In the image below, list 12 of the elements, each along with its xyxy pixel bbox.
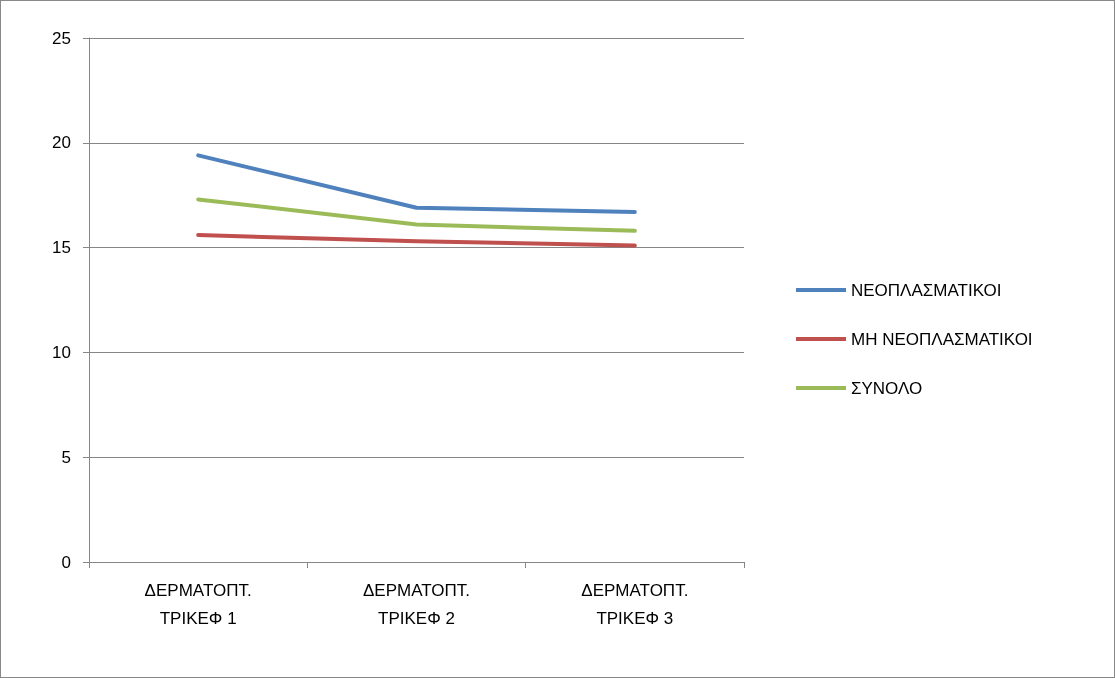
y-tick-label: 20 bbox=[52, 133, 71, 153]
x-tick-label: ΔΕΡΜΑΤΟΠΤ. ΤΡΙΚΕΦ 3 bbox=[581, 580, 689, 628]
legend-label: ΜΗ ΝΕΟΠΛΑΣΜΑΤΙΚΟΙ bbox=[851, 329, 1033, 349]
y-tick-label: 5 bbox=[61, 447, 71, 467]
y-tick-label: 0 bbox=[61, 552, 71, 572]
legend-label: ΝΕΟΠΛΑΣΜΑΤΙΚΟΙ bbox=[851, 280, 1002, 300]
x-tick-label: ΔΕΡΜΑΤΟΠΤ. ΤΡΙΚΕΦ 1 bbox=[144, 580, 252, 628]
y-tick-label: 25 bbox=[52, 28, 71, 48]
y-tick-label: 15 bbox=[52, 238, 71, 258]
y-tick-label: 10 bbox=[52, 342, 71, 362]
legend-label: ΣΥΝΟΛΟ bbox=[851, 378, 923, 398]
x-tick-label: ΔΕΡΜΑΤΟΠΤ. ΤΡΙΚΕΦ 2 bbox=[362, 580, 471, 628]
